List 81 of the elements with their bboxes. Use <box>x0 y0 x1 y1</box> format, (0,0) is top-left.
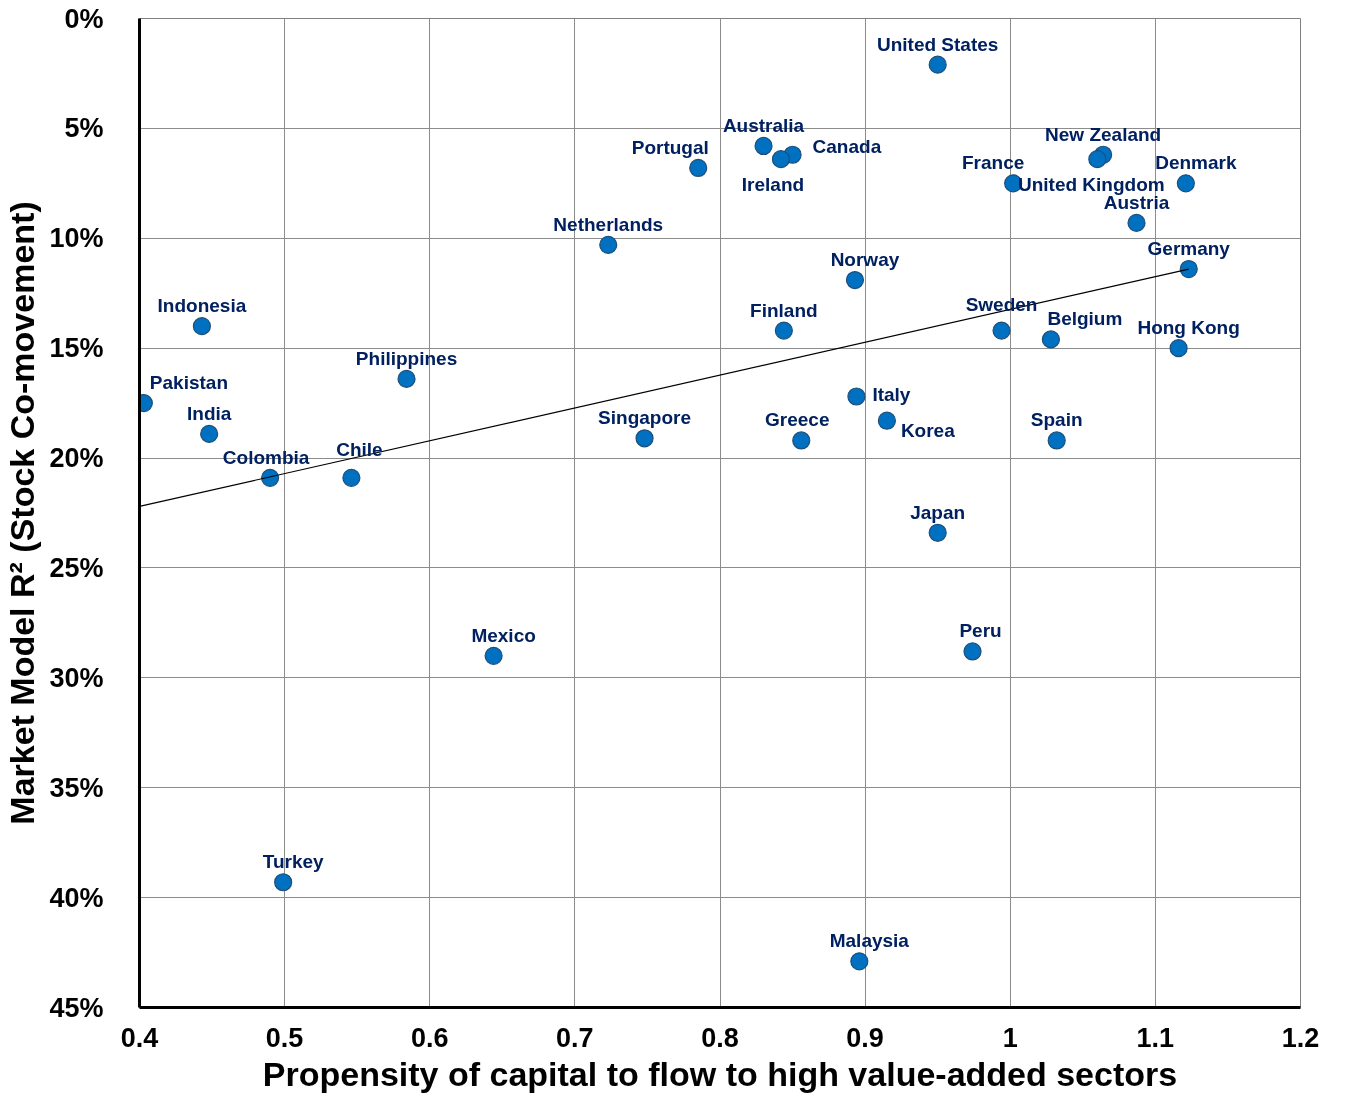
point <box>1127 213 1146 232</box>
annotation: France <box>962 152 1025 174</box>
annotation: Pakistan <box>149 372 229 394</box>
annotation: Canada <box>812 135 882 157</box>
point <box>599 235 618 254</box>
annotation: India <box>186 402 232 424</box>
point <box>1041 330 1060 349</box>
y-tick-label: 45% <box>49 992 104 1023</box>
x-tick-label: 1 <box>1002 1022 1018 1053</box>
point <box>342 468 361 487</box>
annotation: Sweden <box>965 293 1038 315</box>
annotation: Belgium <box>1047 308 1123 330</box>
y-tick-label: 30% <box>49 662 104 693</box>
point <box>274 873 293 892</box>
x-tick-label: 0.4 <box>120 1022 159 1053</box>
point <box>771 150 791 169</box>
annotation: Netherlands <box>553 213 664 235</box>
x-tick-label: 0.8 <box>701 1022 739 1053</box>
point <box>1176 174 1195 193</box>
y-tick-label: 10% <box>49 223 104 254</box>
annotation: Turkey <box>262 851 325 873</box>
annotation: Japan <box>910 501 966 523</box>
y-tick-label: 5% <box>64 113 104 144</box>
y-tick-label: 25% <box>49 552 104 583</box>
point <box>1179 259 1198 279</box>
annotation: Chile <box>336 438 383 460</box>
point <box>774 321 793 340</box>
point <box>850 952 869 971</box>
x-tick-label: 1.2 <box>1281 1022 1320 1053</box>
annotation: Hong Kong <box>1137 317 1240 339</box>
point <box>192 317 211 336</box>
point <box>845 270 865 290</box>
point <box>877 411 896 430</box>
point <box>397 369 416 389</box>
annotation: Italy <box>872 383 911 405</box>
point <box>261 468 280 487</box>
point <box>484 646 503 665</box>
annotation: Malaysia <box>829 930 910 952</box>
x-tick-label: 1.1 <box>1136 1022 1175 1053</box>
x-tick-label: 0.9 <box>846 1022 884 1053</box>
annotation: Peru <box>959 620 1002 642</box>
annotation: Denmark <box>1155 152 1237 174</box>
point <box>200 424 219 443</box>
annotation: Philippines <box>355 347 458 369</box>
point <box>754 136 773 156</box>
x-axis-title: Propensity of capital to flow to high value-added sectors <box>262 1054 1178 1093</box>
y-tick-label: 40% <box>49 882 104 913</box>
annotation: Finland <box>750 299 818 321</box>
annotation: United States <box>876 33 999 55</box>
point <box>635 429 654 448</box>
annotation: Ireland <box>741 174 805 196</box>
annotation: Spain <box>1030 409 1083 431</box>
annotation: Australia <box>722 114 805 136</box>
y-tick-label: 20% <box>49 443 104 474</box>
x-tick-label: 0.5 <box>265 1022 304 1053</box>
annotation: Singapore <box>598 407 691 429</box>
annotation: Portugal <box>631 136 709 158</box>
y-tick-label: 35% <box>49 772 104 803</box>
point <box>1088 150 1107 169</box>
point <box>1047 431 1066 450</box>
x-tick-label: 0.6 <box>410 1022 449 1053</box>
annotation: Greece <box>765 409 830 431</box>
x-tick-label: 0.7 <box>556 1022 594 1053</box>
point <box>928 55 947 74</box>
annotation: Germany <box>1147 238 1231 260</box>
point <box>689 158 708 178</box>
point <box>928 523 947 542</box>
annotation: Korea <box>900 419 956 441</box>
y-tick-label: 0% <box>64 3 104 34</box>
annotation: Mexico <box>471 624 536 646</box>
point <box>1169 339 1188 358</box>
y-axis-title: Market Model R² (Stock Co-movement) <box>3 201 42 825</box>
annotation: Indonesia <box>157 295 247 317</box>
annotation: Norway <box>830 249 900 271</box>
point <box>847 387 866 406</box>
point <box>963 642 982 661</box>
point <box>992 321 1011 340</box>
annotation: New Zealand <box>1045 123 1162 145</box>
y-tick-label: 15% <box>49 333 104 364</box>
annotation: Colombia <box>222 446 310 468</box>
point <box>792 431 811 450</box>
